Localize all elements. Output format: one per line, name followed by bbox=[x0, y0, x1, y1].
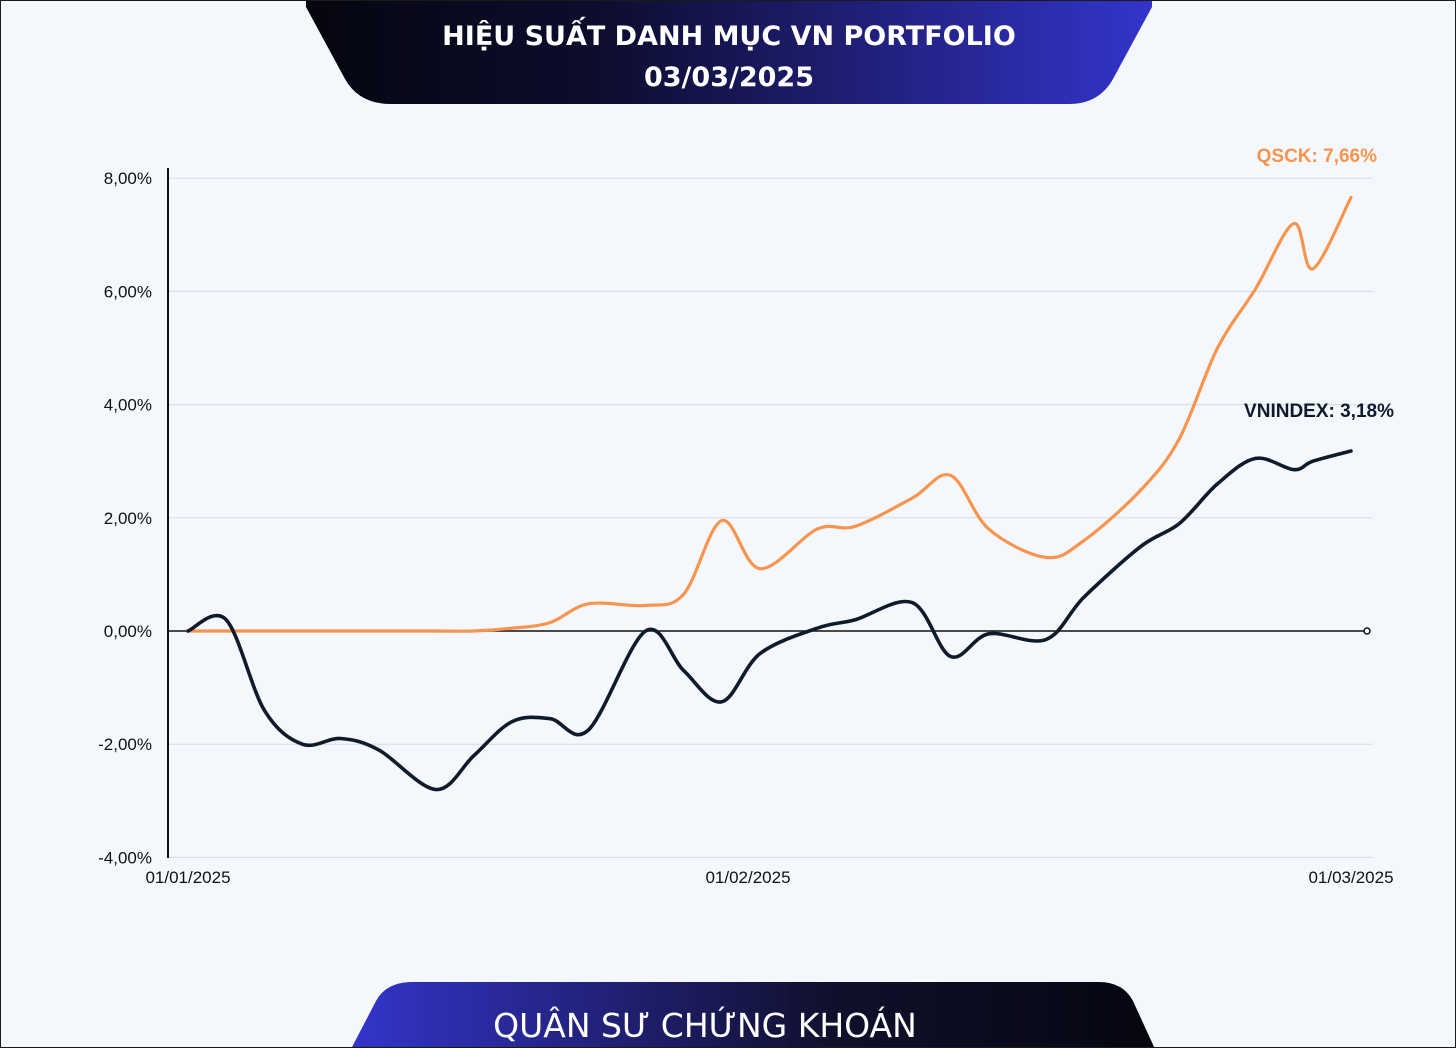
series-end-label-qsck: QSCK: 7,66% bbox=[1257, 146, 1377, 167]
series-lines bbox=[186, 195, 1353, 792]
y-tick-label: 6,00% bbox=[104, 282, 152, 301]
series-end-label-vnindex: VNINDEX: 3,18% bbox=[1244, 401, 1394, 422]
series-line-vnindex bbox=[186, 449, 1353, 792]
series-end-labels: QSCK: 7,66% VNINDEX: 3,18% bbox=[1244, 146, 1394, 422]
footer-banner bbox=[352, 982, 1155, 1047]
y-tick-label: -2,00% bbox=[98, 735, 152, 754]
x-tick-label: 01/03/2025 bbox=[1308, 868, 1393, 887]
header-banner bbox=[306, 1, 1152, 104]
y-tick-label: 4,00% bbox=[104, 396, 152, 415]
series-line-qsck bbox=[186, 195, 1353, 633]
footer-brand-label: QUÂN SƯ CHỨNG KHOÁN bbox=[493, 1005, 917, 1045]
y-axis-labels: 8,00% 6,00% 4,00% 2,00% 0,00% -2,00% -4,00% bbox=[98, 169, 152, 867]
y-tick-label: 8,00% bbox=[104, 169, 152, 188]
y-tick-label: -4,00% bbox=[98, 848, 152, 867]
x-tick-label: 01/01/2025 bbox=[145, 868, 230, 887]
gridlines bbox=[168, 177, 1373, 858]
x-tick-label: 01/02/2025 bbox=[705, 868, 790, 887]
x-axis-labels: 01/01/2025 01/02/2025 01/03/2025 bbox=[145, 868, 1393, 887]
y-tick-label: 2,00% bbox=[104, 509, 152, 528]
chart-title: HIỆU SUẤT DANH MỤC VN PORTFOLIO bbox=[442, 16, 1016, 52]
chart-subtitle-date: 03/03/2025 bbox=[644, 62, 814, 93]
zero-line-end-marker bbox=[1363, 627, 1371, 635]
y-tick-label: 0,00% bbox=[104, 622, 152, 641]
